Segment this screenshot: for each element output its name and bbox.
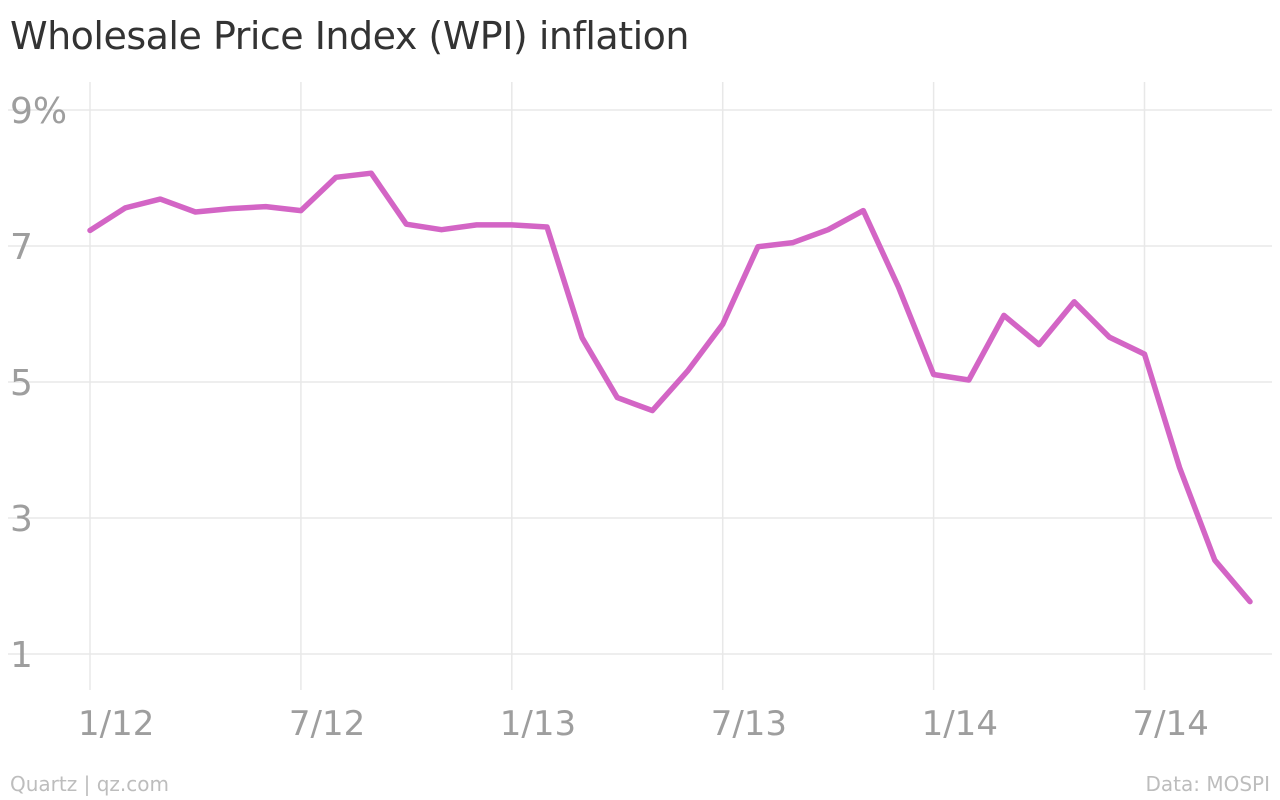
data-point (896, 284, 902, 290)
data-point (650, 408, 656, 414)
data-point (790, 240, 796, 246)
data-point (298, 208, 304, 214)
data-point (122, 205, 128, 211)
data-point (87, 228, 93, 234)
data-point (685, 368, 691, 374)
x-tick-label: 7/12 (289, 704, 365, 744)
series-line (87, 170, 1253, 605)
chart-title: Wholesale Price Index (WPI) inflation (10, 14, 690, 58)
series-layer (87, 170, 1253, 605)
data-point (368, 170, 374, 176)
footer-credit: Quartz | qz.com (10, 772, 169, 796)
x-tick-label: 7/13 (711, 704, 787, 744)
data-point (193, 209, 199, 215)
x-tick-labels: 1/12 7/12 1/13 7/13 1/14 7/14 (78, 704, 1209, 744)
data-point (1142, 351, 1148, 357)
y-tick-label: 9% (10, 91, 67, 132)
data-point (614, 395, 620, 401)
data-point (1001, 313, 1007, 319)
data-point (509, 222, 515, 228)
x-tick-label: 7/14 (1133, 704, 1209, 744)
data-point (404, 221, 410, 227)
grid-layer (8, 82, 1272, 690)
data-point (966, 377, 972, 383)
data-point (1036, 342, 1042, 348)
data-point (1177, 465, 1183, 471)
data-point (439, 227, 445, 233)
y-tick-label: 3 (10, 499, 33, 540)
data-point (825, 227, 831, 233)
y-tick-label: 5 (10, 363, 33, 404)
data-point (1212, 557, 1218, 563)
x-tick-label: 1/14 (922, 704, 998, 744)
y-tick-label: 1 (10, 635, 33, 676)
data-point (1107, 334, 1113, 340)
data-point (228, 206, 234, 212)
data-point (720, 321, 726, 327)
data-point (158, 196, 164, 202)
x-tick-label: 1/12 (78, 704, 154, 744)
x-tick-label: 1/13 (500, 704, 576, 744)
data-point (1071, 299, 1077, 305)
data-point (579, 335, 585, 341)
y-tick-label: 7 (10, 227, 33, 268)
data-point (333, 175, 339, 181)
footer-data-source: Data: MOSPI (1145, 772, 1270, 796)
data-point (544, 224, 550, 230)
data-point (931, 372, 937, 378)
data-point (861, 208, 867, 214)
data-point (755, 244, 761, 250)
data-point (1247, 599, 1253, 605)
data-point (263, 204, 269, 210)
y-tick-labels: 1 3 5 7 9% (10, 91, 67, 676)
data-point (474, 222, 480, 228)
